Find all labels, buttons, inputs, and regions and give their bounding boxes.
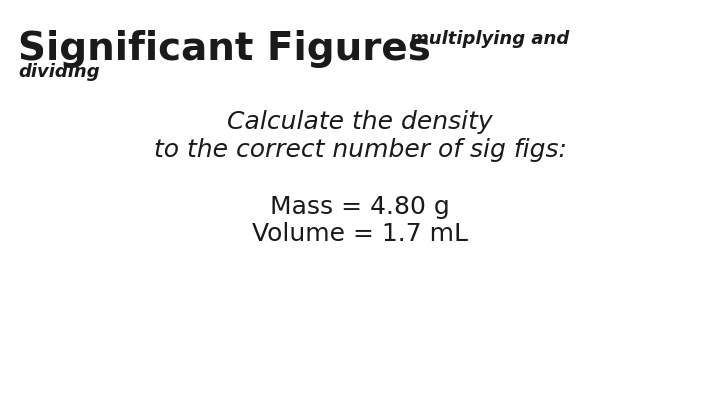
Text: Calculate the density: Calculate the density: [228, 110, 492, 134]
Text: multiplying and: multiplying and: [410, 30, 570, 48]
Text: Volume = 1.7 mL: Volume = 1.7 mL: [252, 222, 468, 246]
Text: Mass = 4.80 g: Mass = 4.80 g: [270, 195, 450, 219]
Text: dividing: dividing: [18, 63, 99, 81]
Text: to the correct number of sig figs:: to the correct number of sig figs:: [153, 138, 567, 162]
Text: Significant Figures: Significant Figures: [18, 30, 431, 68]
